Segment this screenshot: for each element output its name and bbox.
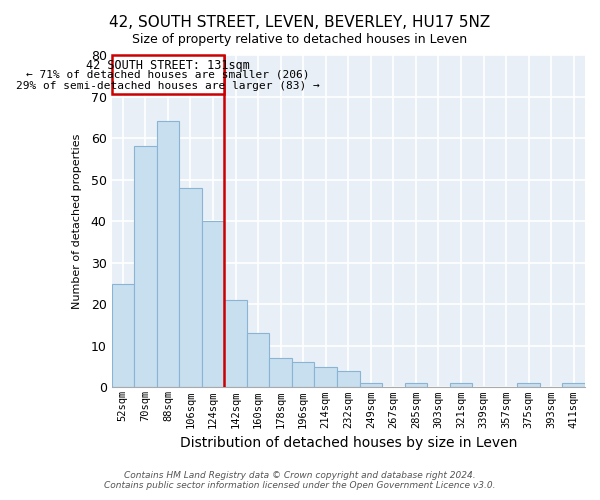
Bar bbox=[269, 358, 292, 388]
Bar bbox=[562, 383, 585, 388]
Bar bbox=[134, 146, 157, 388]
Text: ← 71% of detached houses are smaller (206): ← 71% of detached houses are smaller (20… bbox=[26, 70, 310, 80]
Bar bbox=[112, 284, 134, 388]
Bar bbox=[450, 383, 472, 388]
Bar bbox=[157, 122, 179, 388]
Bar bbox=[179, 188, 202, 388]
Bar bbox=[404, 383, 427, 388]
Text: 42 SOUTH STREET: 131sqm: 42 SOUTH STREET: 131sqm bbox=[86, 59, 250, 72]
Text: 42, SOUTH STREET, LEVEN, BEVERLEY, HU17 5NZ: 42, SOUTH STREET, LEVEN, BEVERLEY, HU17 … bbox=[109, 15, 491, 30]
Text: Size of property relative to detached houses in Leven: Size of property relative to detached ho… bbox=[133, 32, 467, 46]
Bar bbox=[202, 221, 224, 388]
Bar bbox=[359, 383, 382, 388]
Bar bbox=[224, 300, 247, 388]
Y-axis label: Number of detached properties: Number of detached properties bbox=[73, 134, 82, 309]
Bar bbox=[314, 366, 337, 388]
Bar bbox=[247, 334, 269, 388]
X-axis label: Distribution of detached houses by size in Leven: Distribution of detached houses by size … bbox=[179, 436, 517, 450]
Bar bbox=[292, 362, 314, 388]
Bar bbox=[112, 55, 224, 94]
Text: Contains HM Land Registry data © Crown copyright and database right 2024.
Contai: Contains HM Land Registry data © Crown c… bbox=[104, 470, 496, 490]
Text: 29% of semi-detached houses are larger (83) →: 29% of semi-detached houses are larger (… bbox=[16, 81, 320, 91]
Bar bbox=[517, 383, 540, 388]
Bar bbox=[337, 371, 359, 388]
